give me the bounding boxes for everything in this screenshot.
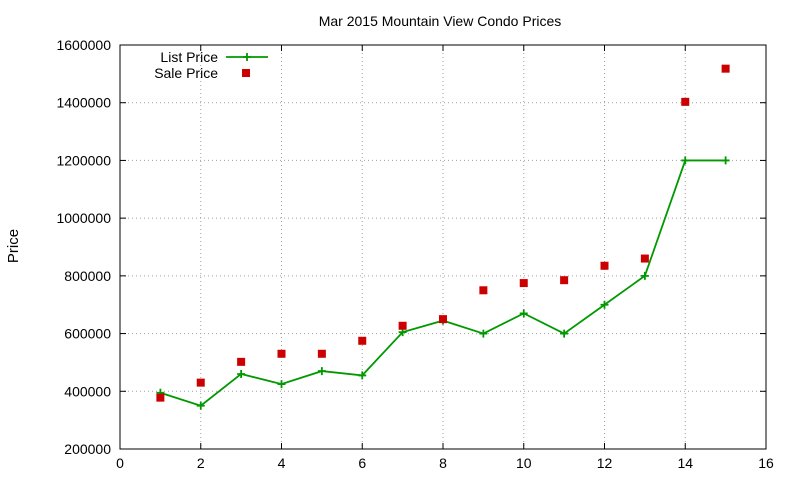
sale-price-point: [519, 279, 528, 288]
y-tick-label: 1200000: [56, 152, 111, 168]
sale-price-point: [398, 321, 407, 330]
x-tick-label: 8: [439, 455, 447, 471]
sale-price-point: [439, 315, 447, 324]
x-tick-label: 10: [516, 455, 532, 471]
y-tick-label: 600000: [64, 326, 111, 342]
sale-price-point: [640, 254, 649, 263]
x-tick-label: 6: [358, 455, 366, 471]
sale-price-point: [721, 64, 730, 73]
list-price-point: [600, 300, 609, 309]
chart-title: Mar 2015 Mountain View Condo Prices: [319, 13, 562, 29]
axes: 0 2 4 6 8 10 12 14 16 200000 400000 600000 800000 100…: [56, 37, 774, 471]
list-price-point: [479, 329, 488, 338]
y-tick-label: 200000: [64, 441, 111, 457]
sale-price-point: [156, 393, 165, 402]
sale-price-point: [681, 97, 690, 106]
sale-price-point: [317, 349, 326, 358]
list-price-point: [277, 380, 286, 389]
x-tick-label: 4: [278, 455, 286, 471]
list-price-point: [196, 401, 205, 410]
sale-price-point: [560, 276, 569, 285]
x-tick-label: 14: [677, 455, 693, 471]
x-tick-label: 2: [197, 455, 205, 471]
x-tick-label: 0: [116, 455, 124, 471]
x-tick-label: 16: [758, 455, 774, 471]
y-tick-label: 1600000: [56, 37, 111, 53]
y-axis-label: Price: [5, 229, 22, 263]
grid: [120, 45, 766, 449]
legend-label-list-price: List Price: [160, 49, 218, 65]
y-tick-label: 800000: [64, 268, 111, 284]
list-price-point: [560, 329, 569, 338]
sale-price-point: [277, 349, 286, 358]
sale-price-point: [196, 378, 205, 387]
series: [156, 64, 730, 410]
y-tick-label: 400000: [64, 383, 111, 399]
sale-price-point: [600, 261, 609, 270]
sale-price-point: [358, 336, 367, 345]
sale-price-point: [237, 357, 246, 366]
sale-price-point: [479, 286, 488, 295]
y-tick-label: 1400000: [56, 95, 111, 111]
legend-marker-sale-price: [242, 69, 250, 77]
list-price-point: [358, 371, 367, 380]
list-price-point: [317, 367, 326, 376]
y-tick-label: 1000000: [56, 210, 111, 226]
list-price-point: [681, 156, 690, 165]
list-price-point: [519, 309, 528, 318]
legend-label-sale-price: Sale Price: [154, 65, 218, 81]
list-price-point: [640, 271, 649, 280]
legend-marker-list-price: [243, 53, 251, 61]
list-price-point: [237, 369, 246, 378]
list-price-point: [721, 156, 730, 165]
x-tick-label: 12: [597, 455, 613, 471]
